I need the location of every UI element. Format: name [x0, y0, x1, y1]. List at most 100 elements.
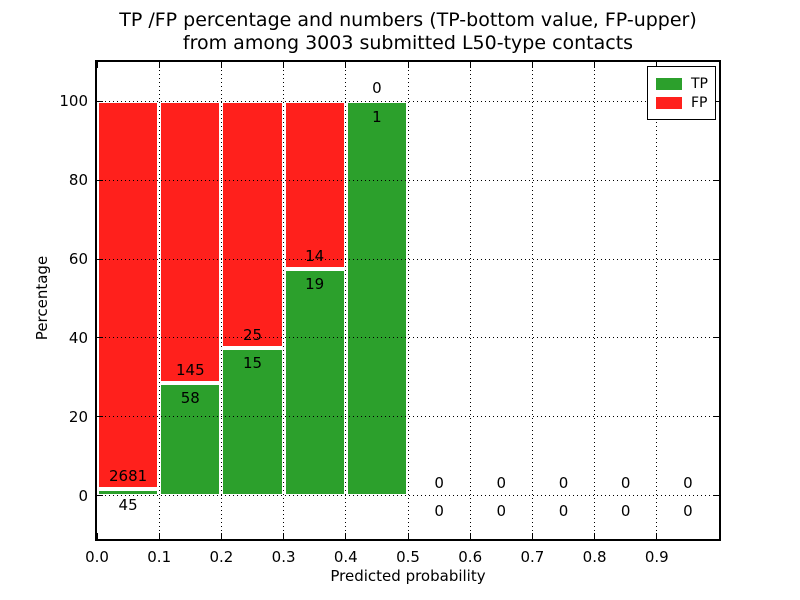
x-tick-label-0.0: 0.0 [85, 548, 109, 566]
bar-tp-0.3-0.4 [283, 268, 346, 496]
legend-swatch-fp [656, 96, 682, 109]
x-tick-label-0.4: 0.4 [333, 548, 358, 566]
tp-count-label-0.1-0.2: 58 [180, 389, 200, 408]
gridline-x-0.5 [407, 62, 409, 539]
x-axis-label: Predicted probability [330, 567, 486, 585]
fp-count-label-0.0-0.1: 2681 [109, 467, 148, 486]
x-tick-bottom-0.9 [656, 533, 658, 539]
legend: TP FP [647, 66, 716, 120]
legend-row-fp: FP [656, 94, 708, 111]
bar-tp-0.2-0.3 [221, 347, 284, 496]
chart-title-line-1: TP /FP percentage and numbers (TP-bottom… [119, 9, 697, 31]
fp-count-label-0.3-0.4: 14 [305, 246, 325, 265]
gridline-x-0.2 [220, 62, 222, 539]
x-tick-label-0.8: 0.8 [582, 548, 607, 566]
bar-tp-0.1-0.2 [159, 383, 222, 496]
bar-tp-0.0-0.1 [97, 489, 160, 496]
x-tick-bottom-0.3 [283, 533, 285, 539]
tp-count-label-0.2-0.3: 15 [242, 354, 263, 373]
chart-title-line-2: from among 3003 submitted L50-type conta… [182, 32, 634, 54]
x-tick-top-0.6 [469, 62, 471, 68]
bar-tp-0.4-0.5 [345, 101, 408, 496]
x-tick-bottom-0.6 [469, 533, 471, 539]
x-tick-top-0.7 [531, 62, 533, 68]
fp-count-label-0.5-0.6: 0 [434, 473, 444, 492]
y-tick-label-40: 40 [68, 328, 88, 347]
x-tick-top-0.5 [407, 62, 409, 68]
fp-count-label-0.9-1.0: 0 [683, 473, 693, 492]
x-tick-bottom-0.1 [158, 533, 160, 539]
fp-count-label-0.1-0.2: 145 [175, 360, 205, 379]
legend-label-tp: TP [691, 75, 708, 92]
legend-row-tp: TP [656, 75, 708, 92]
x-tick-bottom-0.5 [407, 533, 409, 539]
gridline-y-40 [97, 337, 719, 339]
tp-count-label-0.3-0.4: 19 [305, 275, 325, 294]
plot-area: 0.0 0.1 0.2 0.3 0.4 0.5 0.6 0.7 0.8 0.9 0 20 40 60 80 1… [59, 60, 721, 566]
y-tick-left-40 [97, 337, 103, 339]
y-tick-left-80 [97, 179, 103, 181]
fp-count-label-0.2-0.3: 25 [242, 325, 263, 344]
x-tick-top-0.8 [594, 62, 596, 68]
gridline-y-0 [97, 495, 719, 497]
x-tick-label-0.3: 0.3 [271, 548, 296, 566]
y-axis-label: Percentage [33, 255, 51, 341]
tp-count-label-0.6-0.7: 0 [496, 502, 507, 520]
y-tick-label-0: 0 [78, 486, 88, 505]
gridline-x-0.6 [469, 62, 471, 539]
x-tick-label-0.6: 0.6 [458, 548, 483, 566]
x-tick-label-0.2: 0.2 [209, 548, 234, 566]
x-tick-top-0.4 [345, 62, 347, 68]
bar-fp-0.1-0.2 [159, 101, 222, 383]
x-tick-top-0.0 [96, 62, 98, 68]
x-tick-bottom-0.4 [345, 533, 347, 539]
gridline-x-0.3 [283, 62, 285, 539]
y-tick-right-100 [713, 100, 719, 102]
tp-count-label-0.8-0.9: 0 [620, 502, 631, 520]
chart-title: TP /FP percentage and numbers (TP-bottom… [95, 9, 721, 55]
y-tick-right-40 [713, 337, 719, 339]
gridline-x-0.9 [656, 62, 658, 539]
x-tick-bottom-0.2 [220, 533, 222, 539]
x-tick-bottom-0.0 [96, 533, 98, 539]
y-tick-label-20: 20 [68, 407, 88, 426]
y-tick-left-20 [97, 416, 103, 418]
y-tick-left-0 [97, 495, 103, 497]
fp-count-label-0.8-0.9: 0 [620, 473, 631, 492]
tp-count-label-0.7-0.8: 0 [558, 502, 569, 520]
x-tick-label-0.7: 0.7 [520, 548, 545, 566]
x-tick-top-0.3 [283, 62, 285, 68]
gridline-x-0.4 [345, 62, 347, 539]
tp-count-label-0.5-0.6: 0 [434, 502, 444, 520]
fp-count-label-0.6-0.7: 0 [496, 473, 507, 492]
x-tick-label-0.5: 0.5 [396, 548, 420, 566]
gridline-x-0.8 [594, 62, 596, 539]
y-tick-right-80 [713, 179, 719, 181]
fp-count-label-0.4-0.5: 0 [372, 79, 382, 98]
bar-fp-0.2-0.3 [221, 101, 284, 348]
x-tick-top-0.2 [220, 62, 222, 68]
x-tick-bottom-0.8 [594, 533, 596, 539]
tp-count-label-0.4-0.5: 1 [372, 107, 382, 126]
fp-count-label-0.7-0.8: 0 [558, 473, 569, 492]
y-tick-label-100: 100 [59, 92, 88, 111]
tp-count-label-0.0-0.1: 45 [118, 495, 138, 514]
bar-fp-0.0-0.1 [97, 101, 160, 490]
x-tick-top-0.9 [656, 62, 658, 68]
y-tick-right-0 [713, 495, 719, 497]
gridline-x-0.1 [158, 62, 160, 539]
y-tick-left-100 [97, 100, 103, 102]
gridline-y-80 [97, 179, 719, 181]
gridline-y-100 [97, 100, 719, 102]
gridline-y-60 [97, 258, 719, 260]
y-tick-left-60 [97, 258, 103, 260]
y-tick-right-20 [713, 416, 719, 418]
bar-fp-0.3-0.4 [283, 101, 346, 269]
gridline-y-20 [97, 416, 719, 418]
legend-label-fp: FP [691, 94, 708, 111]
x-tick-label-0.1: 0.1 [147, 548, 172, 566]
legend-swatch-tp [656, 77, 682, 90]
y-tick-label-80: 80 [68, 171, 88, 190]
y-tick-right-60 [713, 258, 719, 260]
gridline-x-0.7 [531, 62, 533, 539]
